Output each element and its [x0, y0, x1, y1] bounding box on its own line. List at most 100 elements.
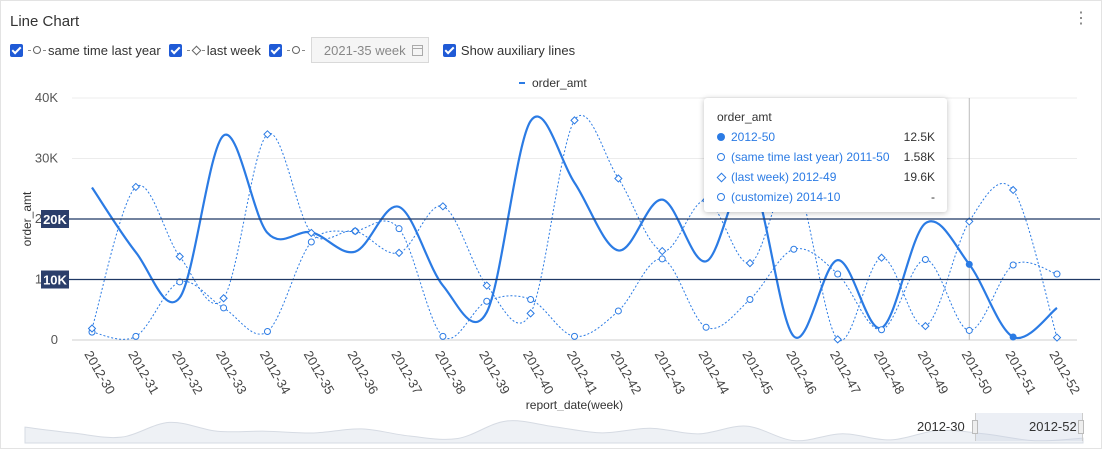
data-point: [658, 246, 667, 256]
data-point: [745, 258, 755, 268]
data-point: [526, 309, 535, 318]
checkbox-checked-icon[interactable]: [268, 43, 282, 57]
diamond-marker-icon: [186, 45, 205, 55]
slider-end-label: 2012-52: [1029, 419, 1077, 434]
data-point: [219, 294, 228, 303]
x-tick-label: 2012-32: [169, 348, 206, 397]
auxiliary-line-label: 10K: [43, 273, 67, 288]
tooltip-row: 2012-50 12.5K: [717, 129, 935, 145]
x-tick-label: 2012-42: [608, 348, 645, 397]
data-point: [878, 326, 886, 334]
data-point: [921, 256, 929, 264]
x-tick-label: 2012-37: [388, 348, 425, 397]
tooltip-title: order_amt: [717, 110, 772, 124]
auxiliary-line-label-bg: [41, 270, 69, 289]
data-point: [877, 253, 886, 262]
tooltip-row: (last week) 2012-49 19.6K: [716, 169, 935, 185]
tooltip-row: (same time last year) 2011-50 1.58K: [717, 149, 935, 165]
tooltip-row-label: 2012-50: [731, 130, 776, 144]
data-point: [175, 252, 184, 261]
tooltip-row-label: (same time last year) 2011-50: [731, 150, 890, 164]
y-tick-label: 0: [51, 332, 58, 347]
legend-label: order_amt: [532, 76, 587, 90]
sparkline-area: [24, 420, 1084, 444]
data-point: [131, 182, 141, 192]
data-point: [307, 238, 315, 246]
x-tick-label: 2012-38: [432, 348, 469, 397]
y-tick-label: 30K: [35, 151, 58, 166]
data-point: [965, 326, 973, 334]
x-tick-label: 2012-35: [301, 348, 338, 397]
x-tick-label: 2012-43: [652, 348, 689, 397]
data-point: [614, 307, 622, 315]
auxiliary-line-label: 20K: [43, 212, 67, 227]
chart-tooltip: order_amt 2012-50 12.5K (same time last …: [704, 98, 947, 212]
same-time-label: same time last year: [48, 42, 161, 58]
data-point: [307, 228, 316, 238]
compare-controls: same time last year last week 2021-35 we…: [10, 37, 583, 63]
custom-week-toggle[interactable]: 2021-35 week: [268, 37, 429, 63]
tooltip-row-label: (customize) 2014-10: [731, 190, 841, 204]
tooltip-row-value: 19.6K: [903, 170, 935, 184]
data-point: [438, 202, 448, 211]
x-tick-label: 2012-50: [959, 348, 996, 397]
tooltip-row: (customize) 2014-10 -: [717, 189, 935, 205]
data-point: [571, 332, 578, 340]
aux-lines-toggle[interactable]: Show auxiliary lines: [442, 42, 576, 58]
x-tick-label: 2012-52: [1046, 348, 1083, 397]
range-slider[interactable]: 2012-30 2012-52: [19, 411, 1089, 445]
x-tick-label: 2012-51: [1003, 348, 1040, 397]
x-tick-label: 2012-47: [827, 348, 864, 397]
data-point: [790, 245, 798, 253]
data-point: [482, 281, 491, 290]
data-point: [1009, 261, 1017, 269]
x-tick-label: 2012-45: [739, 348, 776, 397]
data-point: [658, 255, 666, 263]
line-chart: 010K20K30K40Korder_amt2012-302012-312012…: [20, 76, 1100, 411]
data-point: [350, 226, 360, 236]
tooltip-row-value: 12.5K: [903, 130, 935, 144]
week-picker-value: 2021-35 week: [323, 42, 406, 58]
circle-marker-icon: [28, 45, 46, 55]
data-point: [1009, 333, 1017, 341]
tooltip-row-value: 1.58K: [903, 150, 935, 164]
y-axis-label: order_amt: [20, 191, 34, 246]
series-line: [91, 220, 1058, 340]
checkbox-checked-icon[interactable]: [168, 43, 182, 57]
circle-marker-icon: [717, 193, 725, 201]
x-tick-label: 2012-48: [871, 348, 908, 397]
last-week-label: last week: [206, 42, 261, 58]
slider-track[interactable]: [19, 411, 1089, 445]
slider-selection[interactable]: [975, 413, 1083, 441]
data-point: [1052, 333, 1062, 342]
x-tick-label: 2012-44: [695, 348, 732, 397]
diamond-marker-icon: [716, 172, 727, 182]
x-tick-label: 2012-30: [81, 348, 118, 397]
data-point: [746, 295, 754, 303]
checkbox-checked-icon[interactable]: [442, 43, 456, 57]
data-point: [263, 130, 272, 139]
checkbox-checked-icon[interactable]: [10, 43, 23, 57]
data-point: [263, 328, 271, 336]
last-week-toggle[interactable]: last week: [168, 42, 261, 58]
x-tick-label: 2012-34: [257, 348, 294, 397]
data-point: [614, 174, 623, 183]
slider-end-handle[interactable]: [1078, 420, 1084, 434]
x-tick-label: 2012-31: [125, 348, 162, 397]
more-options-icon[interactable]: ⋮: [1073, 10, 1089, 27]
slider-start-handle[interactable]: [972, 420, 978, 434]
data-point: [483, 297, 491, 305]
filled-dot-icon: [717, 133, 725, 141]
data-point: [395, 225, 403, 233]
calendar-icon: [411, 44, 423, 56]
data-point: [1053, 270, 1061, 278]
x-tick-label: 2012-49: [915, 348, 952, 397]
week-picker-input[interactable]: 2021-35 week: [310, 37, 429, 63]
x-tick-label: 2012-46: [783, 348, 820, 397]
x-tick-label: 2012-36: [345, 348, 382, 397]
aux-lines-label: Show auxiliary lines: [460, 42, 576, 58]
same-time-last-year-toggle[interactable]: same time last year: [10, 43, 161, 58]
data-point: [965, 217, 974, 226]
data-point: [1008, 185, 1018, 195]
